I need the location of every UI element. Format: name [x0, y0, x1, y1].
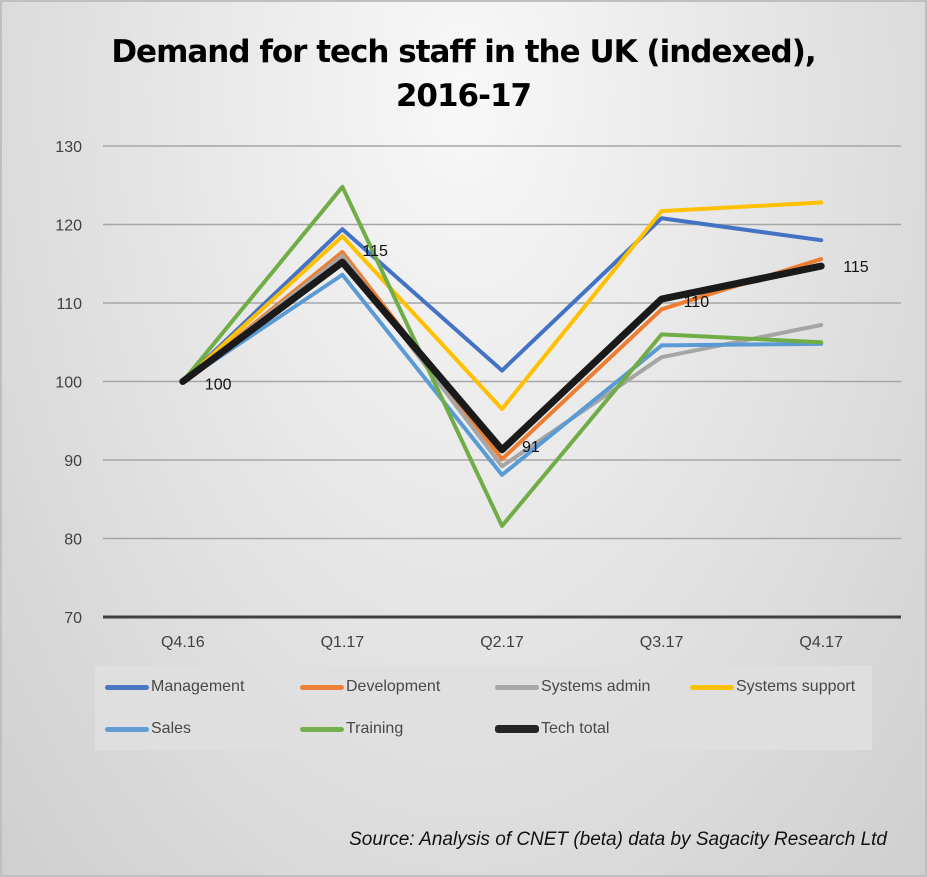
y-tick-label: 90 [64, 453, 82, 470]
legend-swatch [105, 726, 149, 732]
series-line-sales [180, 272, 824, 477]
chart-title-line1: Demand for tech staff in the UK (indexed… [111, 34, 816, 70]
legend-item: Training [300, 719, 403, 739]
x-tick-label: Q3.17 [640, 634, 684, 651]
legend-item: Management [105, 677, 244, 697]
x-tick-label: Q1.17 [321, 634, 365, 651]
series-line-management [180, 216, 824, 384]
legend-label: Systems admin [541, 678, 651, 695]
data-label: 100 [205, 377, 232, 394]
data-label: 115 [843, 259, 869, 276]
data-label: 115 [362, 243, 388, 260]
legend-item: Systems support [690, 677, 855, 697]
chart-title-line2: 2016-17 [395, 78, 532, 114]
legend: Management Development Systems admin System… [95, 666, 872, 750]
legend-swatch [300, 726, 344, 732]
chart-title: Demand for tech staff in the UK (indexed… [0, 30, 927, 118]
source-note: Source: Analysis of CNET (beta) data by … [349, 829, 887, 850]
legend-item: Development [300, 677, 440, 697]
legend-label: Management [151, 678, 245, 695]
data-label: 91 [522, 439, 540, 456]
series-line-development [180, 249, 824, 462]
x-tick-label: Q4.17 [799, 634, 843, 651]
data-label: 110 [684, 294, 710, 311]
y-tick-label: 80 [64, 532, 82, 549]
x-tick-label: Q4.16 [161, 634, 205, 651]
y-tick-label: 70 [64, 610, 82, 627]
legend-label: Sales [151, 720, 192, 737]
x-tick-label: Q2.17 [480, 634, 524, 651]
series-line-training [180, 184, 824, 528]
legend-label: Training [346, 720, 404, 737]
legend-label: Systems support [736, 678, 856, 695]
legend-item: Tech total [495, 719, 609, 739]
y-tick-label: 130 [55, 139, 82, 156]
legend-item: Systems admin [495, 677, 650, 697]
legend-swatch [690, 684, 734, 690]
legend-swatch [105, 684, 149, 690]
series-line-systems-support [180, 200, 824, 411]
series-line-tech-total [179, 258, 825, 454]
legend-swatch [300, 684, 344, 690]
y-tick-label: 120 [55, 218, 82, 235]
legend-label: Tech total [541, 720, 610, 737]
legend-swatch [495, 684, 539, 690]
legend-item: Sales [105, 719, 191, 739]
legend-swatch [495, 725, 539, 733]
y-tick-label: 110 [56, 296, 82, 313]
legend-label: Development [346, 678, 441, 695]
y-tick-label: 100 [55, 375, 82, 392]
